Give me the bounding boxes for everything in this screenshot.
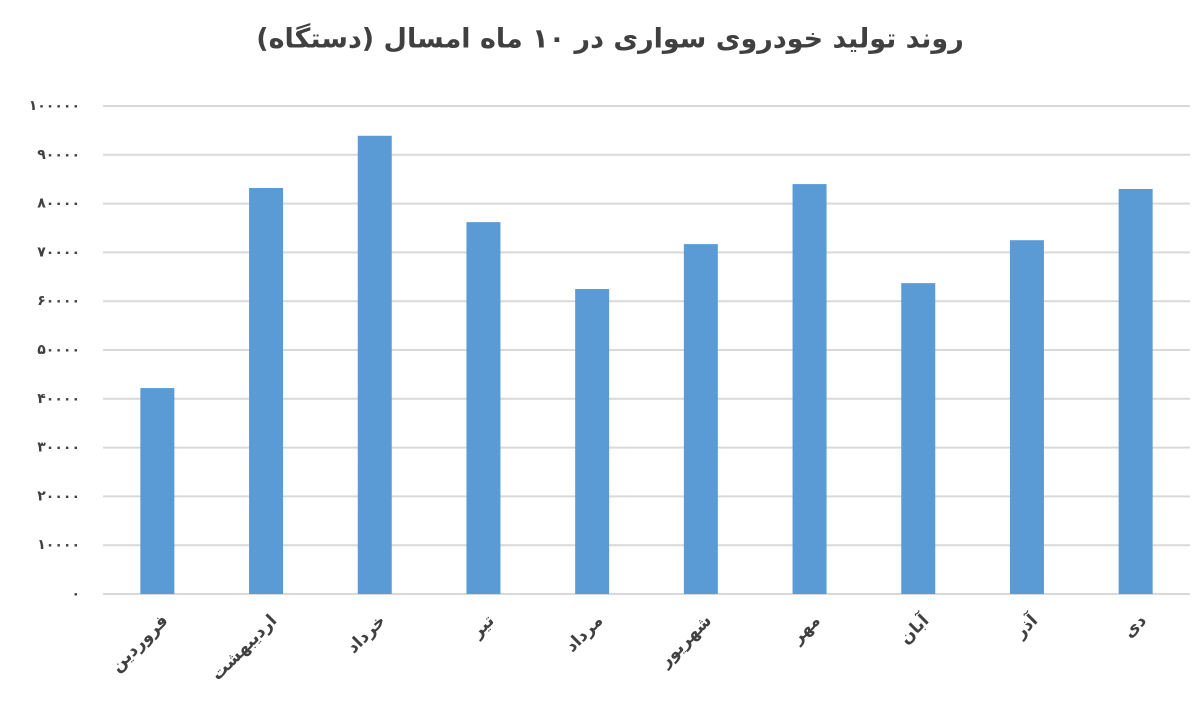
y-tick-label: ۵۰۰۰۰ — [37, 342, 80, 358]
y-tick-label: ۰ — [71, 586, 80, 602]
bar — [1009, 240, 1044, 594]
bar — [901, 283, 936, 594]
y-tick-label: ۶۰۰۰۰ — [37, 293, 80, 309]
y-tick-label: ۴۰۰۰۰ — [37, 391, 80, 407]
bar — [140, 388, 175, 594]
y-tick-label: ۱۰۰۰۰ — [37, 537, 80, 553]
bar — [1118, 188, 1153, 594]
bar — [249, 187, 284, 594]
y-tick-label: ۹۰۰۰۰ — [37, 147, 80, 163]
bar — [357, 135, 392, 594]
y-tick-label: ۳۰۰۰۰ — [37, 440, 80, 456]
bar — [575, 289, 610, 594]
y-tick-label: ۲۰۰۰۰ — [37, 488, 80, 504]
chart-title: روند تولید خودروی سواری در ۱۰ ماه امسال … — [256, 23, 964, 55]
y-tick-label: ۱۰۰۰۰۰ — [29, 98, 80, 114]
bar — [466, 222, 501, 595]
bar — [792, 184, 827, 594]
y-tick-label: ۸۰۰۰۰ — [37, 196, 80, 212]
y-tick-label: ۷۰۰۰۰ — [37, 244, 80, 260]
bar — [683, 244, 718, 594]
